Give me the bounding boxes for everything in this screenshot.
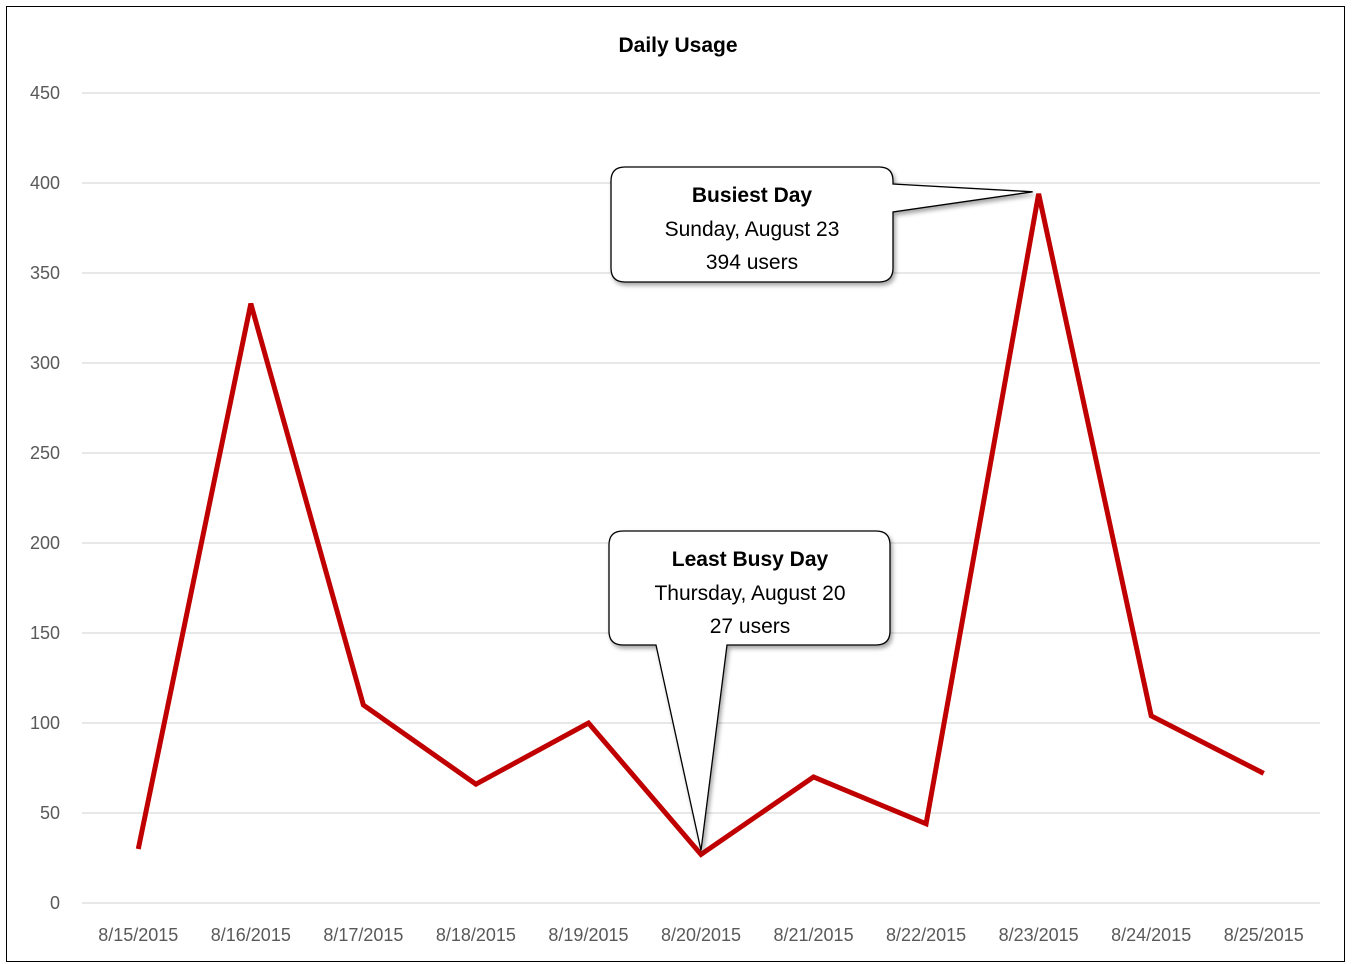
callout-busiest-line1: Sunday, August 23 xyxy=(665,218,840,241)
y-tick-label: 50 xyxy=(40,803,60,823)
x-tick-label: 8/17/2015 xyxy=(323,925,403,945)
y-tick-label: 100 xyxy=(30,713,60,733)
y-tick-label: 300 xyxy=(30,353,60,373)
callout-busiest-heading: Busiest Day xyxy=(692,184,813,207)
y-axis-ticks: 0 50 100 150 200 250 300 350 400 450 xyxy=(30,83,60,913)
y-tick-label: 200 xyxy=(30,533,60,553)
chart-title: Daily Usage xyxy=(618,34,737,57)
y-tick-label: 150 xyxy=(30,623,60,643)
callout-least-busy-line1: Thursday, August 20 xyxy=(654,582,845,605)
callout-busiest-day: Busiest Day Sunday, August 23 394 users xyxy=(610,166,1033,283)
x-tick-label: 8/25/2015 xyxy=(1224,925,1304,945)
chart-frame xyxy=(6,6,1345,962)
y-tick-label: 0 xyxy=(50,893,60,913)
y-tick-label: 400 xyxy=(30,173,60,193)
x-tick-label: 8/19/2015 xyxy=(548,925,628,945)
callout-least-busy-line2: 27 users xyxy=(710,615,791,638)
series-layer xyxy=(135,193,1265,858)
callout-least-busy-day: Least Busy Day Thursday, August 20 27 us… xyxy=(608,530,891,851)
y-tick-label: 250 xyxy=(30,443,60,463)
x-tick-label: 8/22/2015 xyxy=(886,925,966,945)
x-tick-label: 8/18/2015 xyxy=(436,925,516,945)
x-tick-label: 8/23/2015 xyxy=(999,925,1079,945)
x-tick-label: 8/21/2015 xyxy=(774,925,854,945)
x-tick-label: 8/15/2015 xyxy=(98,925,178,945)
y-tick-label: 450 xyxy=(30,83,60,103)
callout-least-busy-shape xyxy=(608,530,891,851)
callout-least-busy-heading: Least Busy Day xyxy=(672,548,829,571)
x-tick-label: 8/20/2015 xyxy=(661,925,741,945)
y-tick-label: 350 xyxy=(30,263,60,283)
x-tick-label: 8/16/2015 xyxy=(211,925,291,945)
callout-busiest-line2: 394 users xyxy=(706,251,798,274)
x-axis-ticks: 8/15/2015 8/16/2015 8/17/2015 8/18/2015 8/19… xyxy=(98,925,1304,945)
x-tick-label: 8/24/2015 xyxy=(1111,925,1191,945)
callout-busiest-shape xyxy=(610,166,1033,283)
